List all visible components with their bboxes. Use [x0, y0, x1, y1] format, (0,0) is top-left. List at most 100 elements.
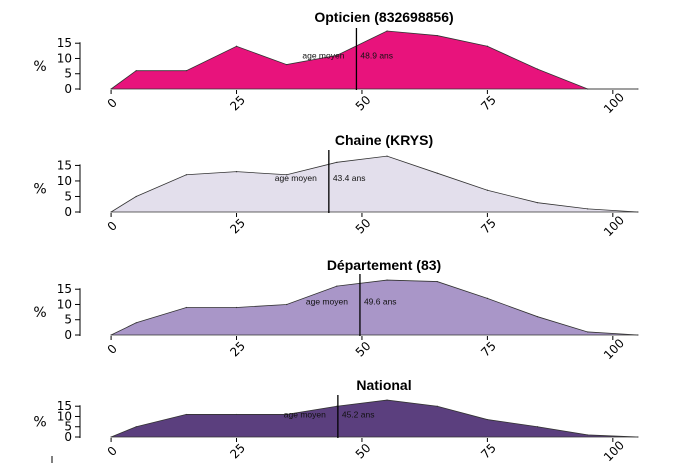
- panel-title: Chaine (KRYS): [335, 132, 433, 148]
- data-point: [336, 54, 338, 57]
- x-tick-label: 100: [601, 438, 627, 463]
- data-point: [587, 331, 589, 333]
- data-point: [235, 413, 238, 416]
- data-point: [235, 306, 238, 309]
- data-point: [436, 405, 438, 407]
- area-outline: [110, 30, 638, 90]
- x-tick-label: 75: [478, 93, 499, 114]
- data-point: [436, 34, 438, 37]
- data-point: [235, 171, 238, 173]
- x-tick-label: 75: [478, 441, 499, 462]
- data-point: [386, 399, 388, 401]
- data-point: [336, 405, 338, 407]
- data-point: [336, 161, 338, 163]
- data-point: [587, 208, 589, 210]
- data-point: [587, 434, 589, 436]
- data-point: [135, 426, 137, 428]
- panel-title: Opticien (832698856): [314, 9, 453, 25]
- y-tick-label: 0: [64, 205, 72, 219]
- y-tick-label: 5: [64, 189, 72, 203]
- y-tick-label: 0: [64, 328, 72, 342]
- area-outline: [110, 399, 638, 438]
- data-point: [286, 413, 288, 416]
- area-outline: [110, 279, 638, 336]
- data-point: [336, 285, 338, 287]
- data-point: [486, 418, 488, 421]
- x-tick-label: 0: [105, 342, 120, 357]
- data-point: [486, 297, 488, 299]
- x-tick-label: 0: [105, 219, 120, 234]
- data-point: [235, 45, 238, 47]
- x-tick-label: 100: [601, 213, 627, 239]
- data-point: [386, 30, 388, 32]
- data-point: [286, 303, 288, 306]
- data-point: [386, 155, 388, 157]
- x-tick-label: 25: [227, 339, 248, 360]
- y-tick-label: 0: [64, 430, 72, 444]
- panel-title: National: [356, 377, 411, 393]
- area-series: [111, 31, 638, 89]
- panel-2: Chaine (KRYS)% 0 510 15 0 25 50 75 100 age moyen 4…: [33, 132, 639, 239]
- data-point: [185, 306, 187, 309]
- data-point: [436, 172, 438, 174]
- data-point: [185, 70, 187, 72]
- y-tick-label: 10: [57, 174, 72, 188]
- x-tick-label: 25: [227, 216, 248, 237]
- y-tick-label: 5: [64, 420, 72, 434]
- data-point: [536, 426, 539, 428]
- y-tick-label: 0: [64, 82, 72, 96]
- mean-label: age moyen: [275, 173, 317, 183]
- x-tick-label: 25: [227, 93, 248, 114]
- data-point: [536, 68, 539, 70]
- y-tick-label: 15: [57, 282, 72, 296]
- x-tick-label: 50: [353, 441, 374, 462]
- y-tick-label: 10: [57, 297, 72, 311]
- data-point: [185, 413, 187, 416]
- data-point: [135, 70, 137, 72]
- y-tick-label: 15: [57, 399, 72, 413]
- data-point: [185, 174, 187, 176]
- mean-label: age moyen: [302, 50, 344, 60]
- mean-label: age moyen: [284, 409, 326, 419]
- x-tick-label: 75: [478, 216, 499, 237]
- area-series: [111, 280, 638, 335]
- area-series: [111, 156, 638, 212]
- area-series: [111, 400, 638, 437]
- panel-title: Département (83): [327, 257, 441, 273]
- data-point: [436, 280, 438, 283]
- area-outline: [110, 155, 638, 213]
- y-tick-label: 10: [57, 51, 72, 65]
- mean-value-label: 48.9 ans: [360, 50, 393, 60]
- y-tick-label: 10: [57, 409, 72, 423]
- x-tick-label: 100: [601, 336, 627, 362]
- x-tick-label: 50: [353, 216, 374, 237]
- data-point: [135, 195, 137, 198]
- mean-label: age moyen: [306, 296, 348, 306]
- mean-value-label: 49.6 ans: [364, 296, 397, 306]
- y-tick-label: 15: [57, 36, 72, 50]
- x-tick-label: 75: [478, 339, 499, 360]
- x-tick-label: 50: [353, 339, 374, 360]
- data-point: [286, 174, 288, 176]
- y-axis-label: %: [33, 182, 46, 198]
- x-tick-label: 0: [105, 444, 120, 459]
- y-axis-label: %: [33, 415, 46, 431]
- data-point: [486, 45, 488, 47]
- data-point: [486, 189, 488, 191]
- data-point: [286, 63, 288, 66]
- y-tick-label: 5: [64, 313, 72, 327]
- y-axis-label: %: [33, 59, 46, 75]
- x-tick-label: 50: [353, 93, 374, 114]
- y-tick-label: 15: [57, 158, 72, 172]
- x-tick-label: 0: [105, 96, 120, 111]
- x-tick-label: 100: [601, 90, 627, 116]
- data-point: [386, 279, 388, 281]
- x-tick-label: 25: [227, 441, 248, 462]
- y-axis-label: %: [33, 305, 46, 321]
- data-point: [536, 202, 539, 204]
